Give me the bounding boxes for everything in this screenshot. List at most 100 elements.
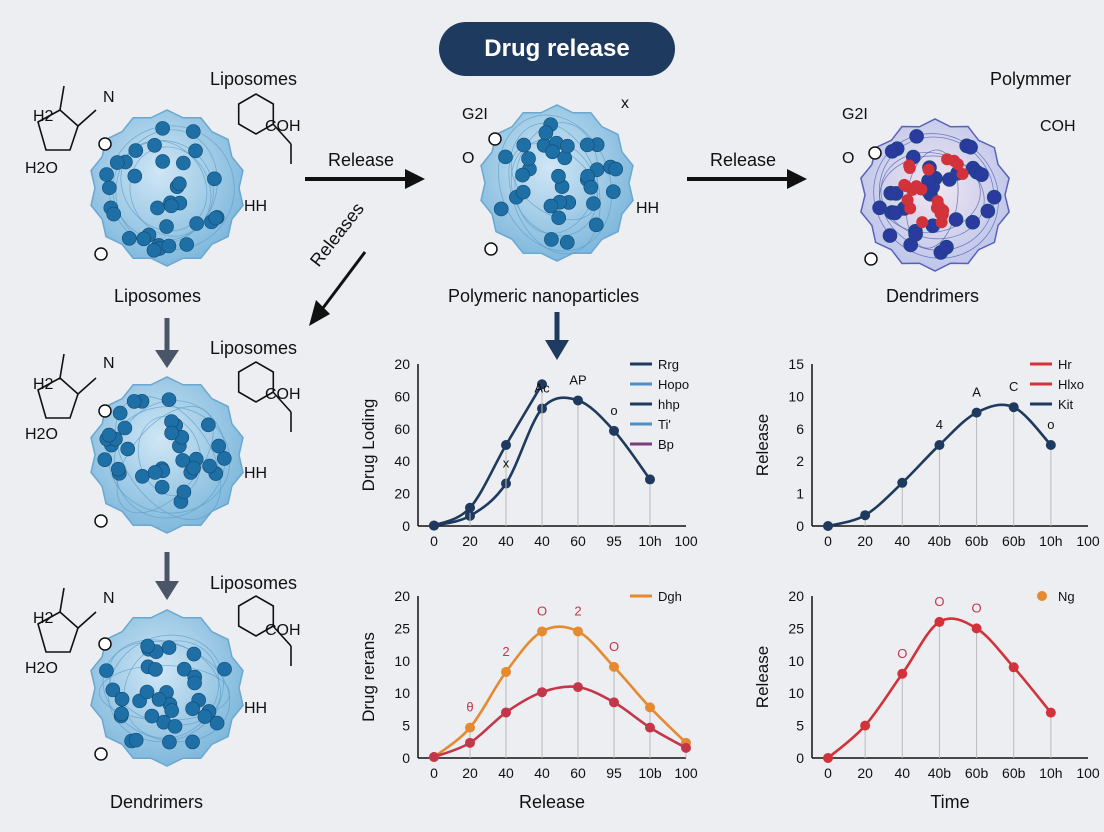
data-point bbox=[897, 477, 908, 488]
y-tick-label: 2 bbox=[796, 453, 804, 469]
annotation-label: O bbox=[972, 600, 982, 615]
data-point bbox=[934, 616, 945, 627]
series-line-0 bbox=[433, 625, 687, 759]
x-tick-label: 100 bbox=[674, 765, 698, 781]
chem-tl-d: COH bbox=[265, 118, 301, 135]
annotation-label: Ac bbox=[534, 381, 550, 396]
bottom-left-title: Liposomes bbox=[210, 573, 298, 593]
x-tick-label: 20 bbox=[462, 533, 478, 549]
x-tick-label: 40 bbox=[894, 533, 910, 549]
x-tick-label: 40 bbox=[498, 765, 514, 781]
y-axis-label: Drug rerans bbox=[359, 632, 378, 722]
x-tick-label: 95 bbox=[606, 765, 622, 781]
data-point bbox=[1045, 440, 1056, 450]
chem-ml-d: COH bbox=[265, 386, 301, 403]
y-tick-label: 10 bbox=[788, 388, 804, 404]
legend-label: hhp bbox=[658, 397, 680, 412]
data-point bbox=[681, 742, 691, 753]
legend-label: Kit bbox=[1058, 397, 1074, 412]
chem-tl-c: N bbox=[103, 89, 115, 106]
x-tick-label: 20 bbox=[857, 765, 873, 781]
y-tick-label: 40 bbox=[394, 453, 410, 469]
top-right-caption: Dendrimers bbox=[886, 286, 980, 306]
x-tick-label: 60b bbox=[1002, 765, 1026, 781]
y-tick-label: 5 bbox=[796, 718, 804, 734]
y-tick-label: 1 bbox=[796, 486, 804, 502]
data-point bbox=[971, 407, 982, 418]
y-tick-label: 10 bbox=[394, 653, 410, 669]
legend-label: Ng bbox=[1058, 589, 1075, 604]
chem-bl-a: H2 bbox=[33, 610, 54, 627]
chem-tr-c: COH bbox=[1040, 118, 1076, 135]
y-tick-label: 60 bbox=[394, 388, 410, 404]
chem-tl-b: H2O bbox=[25, 160, 58, 177]
chem-tl-e: HH bbox=[244, 198, 268, 215]
x-tick-label: 60b bbox=[965, 533, 989, 549]
chart-1: 0 20 40 40 60 95 10h 100 0 20 40 60 60 20 Drug Loding x… bbox=[359, 356, 698, 549]
data-point bbox=[609, 425, 619, 436]
x-tick-label: 40b bbox=[928, 765, 952, 781]
chart-2: 0 20 40 40b 60b 60b 10h 100 0 1 2 6 10 15 Release 4 A Co H… bbox=[753, 356, 1100, 549]
chem-tc-c: x bbox=[621, 95, 629, 112]
annotation-label: x bbox=[503, 455, 510, 470]
x-axis-label: Time bbox=[930, 792, 969, 812]
y-axis-label: Release bbox=[753, 646, 772, 708]
chem-ml-c: N bbox=[103, 355, 115, 372]
legend-label: Ti' bbox=[658, 417, 671, 432]
y-tick-label: 20 bbox=[394, 588, 410, 604]
annotation-label: θ bbox=[466, 700, 473, 715]
chem-tl-a: H2 bbox=[33, 108, 54, 125]
data-point bbox=[573, 395, 583, 406]
annotation-label: AP bbox=[569, 372, 586, 387]
legend-label: Rrg bbox=[658, 357, 679, 372]
y-tick-label: 6 bbox=[796, 421, 804, 437]
data-point bbox=[1008, 662, 1019, 673]
y-tick-label: 10 bbox=[788, 685, 804, 701]
chem-tc-a: G2I bbox=[462, 106, 488, 123]
annotation-label: O bbox=[537, 603, 547, 618]
mid-left-title: Liposomes bbox=[210, 338, 298, 358]
x-tick-label: 0 bbox=[824, 765, 832, 781]
data-point bbox=[537, 687, 547, 698]
y-axis-label: Release bbox=[753, 414, 772, 476]
chem-ml-b: H2O bbox=[25, 426, 58, 443]
annotation-label: 4 bbox=[936, 417, 943, 432]
legend-label: Hlxo bbox=[1058, 377, 1084, 392]
chem-ml-a: H2 bbox=[33, 376, 54, 393]
chem-bl-e: HH bbox=[244, 700, 268, 717]
chem-tr-a: G2I bbox=[842, 106, 868, 123]
top-right-title: Polymmer bbox=[990, 69, 1072, 89]
x-tick-label: 10h bbox=[638, 533, 661, 549]
x-tick-label: 40b bbox=[928, 533, 952, 549]
release-label-2: Release bbox=[710, 150, 777, 170]
x-tick-label: 0 bbox=[824, 533, 832, 549]
data-point bbox=[465, 737, 475, 748]
data-point bbox=[971, 623, 982, 634]
data-point bbox=[860, 720, 871, 731]
annotation-label: O bbox=[609, 639, 619, 654]
page-title: Drug release bbox=[439, 22, 675, 76]
data-point bbox=[465, 502, 475, 513]
x-tick-label: 40 bbox=[534, 533, 550, 549]
top-left-caption: Liposomes bbox=[114, 286, 202, 306]
data-point bbox=[934, 440, 945, 450]
chem-bl-c: N bbox=[103, 590, 115, 607]
y-tick-label: 10 bbox=[394, 685, 410, 701]
annotation-label: O bbox=[934, 594, 944, 609]
series-line-1 bbox=[433, 383, 544, 527]
x-axis-label: Release bbox=[519, 792, 585, 812]
x-tick-label: 0 bbox=[430, 533, 438, 549]
data-point bbox=[429, 520, 439, 531]
data-point bbox=[823, 521, 833, 531]
data-point bbox=[429, 751, 439, 762]
chart-4: 0 20 40 40b 60b 60b 10h 100 0 5 10 10 25 20 Release Tim… bbox=[753, 588, 1100, 812]
legend-label: Hr bbox=[1058, 357, 1072, 372]
data-point bbox=[537, 379, 547, 390]
top-center-caption: Polymeric nanoparticles bbox=[448, 286, 640, 306]
data-point bbox=[573, 682, 583, 693]
y-tick-label: 0 bbox=[796, 518, 804, 534]
x-tick-label: 10h bbox=[1039, 533, 1062, 549]
annotation-label: o bbox=[610, 403, 617, 418]
y-tick-label: 5 bbox=[402, 718, 410, 734]
